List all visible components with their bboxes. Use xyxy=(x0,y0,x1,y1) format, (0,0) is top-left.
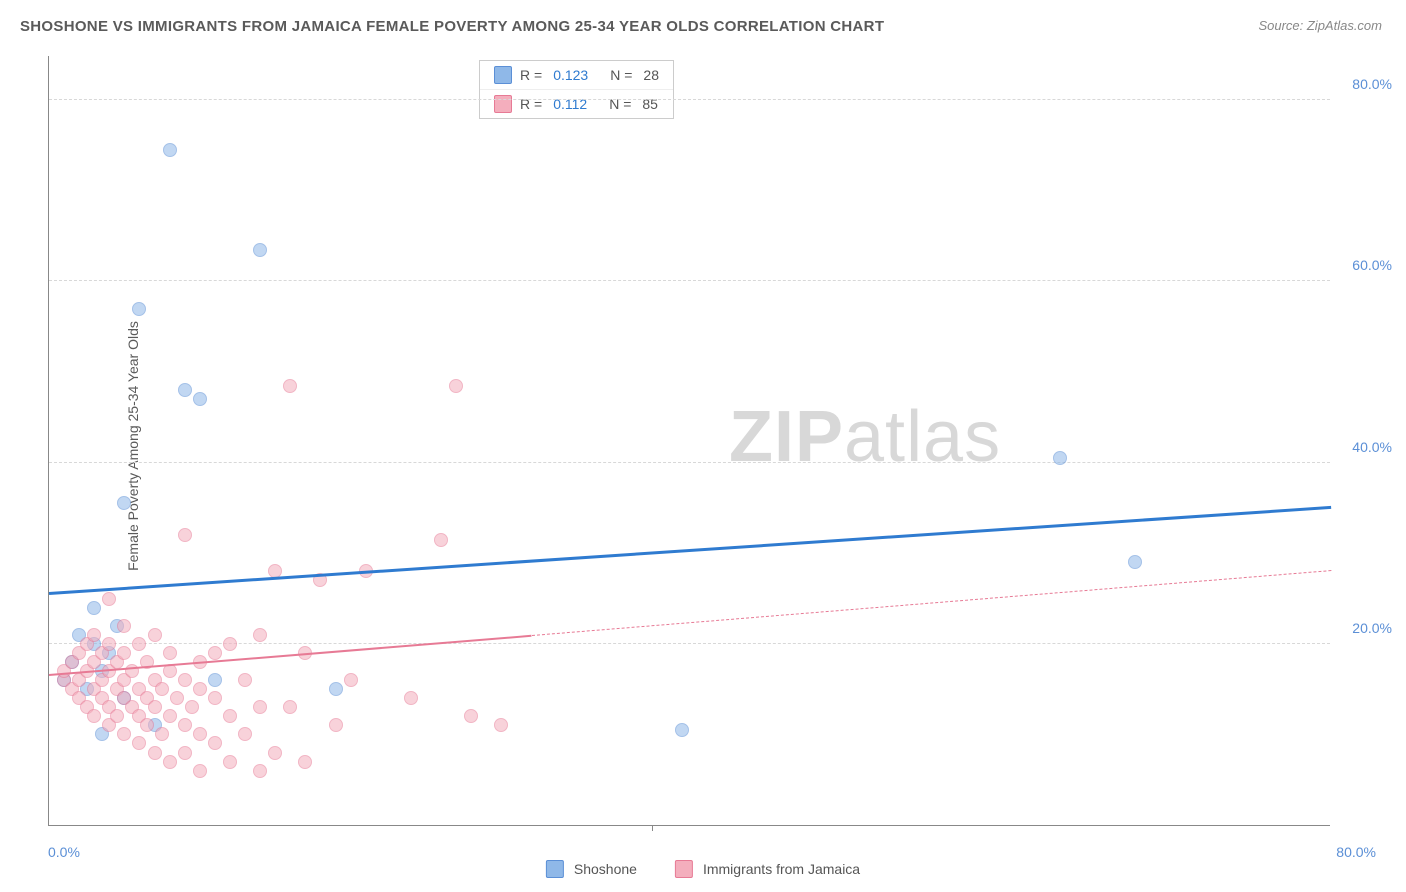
data-point xyxy=(283,700,297,714)
chart-title: SHOSHONE VS IMMIGRANTS FROM JAMAICA FEMA… xyxy=(20,18,884,35)
data-point xyxy=(163,755,177,769)
data-point xyxy=(178,383,192,397)
source-label: Source: ZipAtlas.com xyxy=(1258,18,1382,33)
data-point xyxy=(117,646,131,660)
data-point xyxy=(434,533,448,547)
data-point xyxy=(223,637,237,651)
data-point xyxy=(238,727,252,741)
grid-line xyxy=(49,462,1330,463)
data-point xyxy=(223,755,237,769)
data-point xyxy=(193,764,207,778)
swatch-shoshone xyxy=(494,66,512,84)
data-point xyxy=(208,673,222,687)
data-point xyxy=(253,628,267,642)
data-point xyxy=(132,736,146,750)
data-point xyxy=(344,673,358,687)
data-point xyxy=(163,143,177,157)
x-tick-0: 0.0% xyxy=(48,844,80,860)
data-point xyxy=(449,379,463,393)
data-point xyxy=(193,727,207,741)
watermark-rest: atlas xyxy=(844,397,1001,477)
data-point xyxy=(253,764,267,778)
data-point xyxy=(87,709,101,723)
data-point xyxy=(238,673,252,687)
data-point xyxy=(208,646,222,660)
data-point xyxy=(102,592,116,606)
data-point xyxy=(148,628,162,642)
data-point xyxy=(675,723,689,737)
data-point xyxy=(253,243,267,257)
legend-row-shoshone: R = 0.123 N = 28 xyxy=(480,61,673,89)
data-point xyxy=(87,628,101,642)
data-point xyxy=(178,718,192,732)
data-point xyxy=(132,302,146,316)
data-point xyxy=(1128,555,1142,569)
data-point xyxy=(404,691,418,705)
data-point xyxy=(155,727,169,741)
bottom-legend: Shoshone Immigrants from Jamaica xyxy=(546,860,860,878)
data-point xyxy=(193,392,207,406)
x-tick-80: 80.0% xyxy=(1336,844,1376,860)
data-point xyxy=(208,736,222,750)
data-point xyxy=(185,700,199,714)
data-point xyxy=(178,746,192,760)
data-point xyxy=(193,682,207,696)
data-point xyxy=(148,700,162,714)
grid-line xyxy=(49,280,1330,281)
data-point xyxy=(223,709,237,723)
r-value-shoshone: 0.123 xyxy=(553,67,588,83)
data-point xyxy=(464,709,478,723)
data-point xyxy=(329,718,343,732)
grid-line xyxy=(49,99,1330,100)
trend-line-dashed xyxy=(532,570,1331,636)
y-tick-label: 40.0% xyxy=(1352,439,1392,455)
data-point xyxy=(494,718,508,732)
data-point xyxy=(170,691,184,705)
data-point xyxy=(208,691,222,705)
watermark: ZIPatlas xyxy=(729,396,1001,478)
watermark-zip: ZIP xyxy=(729,397,844,477)
data-point xyxy=(268,746,282,760)
grid-line xyxy=(49,643,1330,644)
bottom-swatch-jamaica xyxy=(675,860,693,878)
n-label: N = xyxy=(610,67,632,83)
correlation-legend: R = 0.123 N = 28 R = 0.112 N = 85 xyxy=(479,60,674,119)
r-label: R = xyxy=(520,67,542,83)
data-point xyxy=(329,682,343,696)
data-point xyxy=(253,700,267,714)
y-tick-label: 80.0% xyxy=(1352,76,1392,92)
source-prefix: Source: xyxy=(1258,18,1306,33)
data-point xyxy=(178,673,192,687)
data-point xyxy=(102,637,116,651)
data-point xyxy=(298,755,312,769)
plot-area: ZIPatlas R = 0.123 N = 28 R = 0.112 N = … xyxy=(48,56,1330,826)
data-point xyxy=(87,601,101,615)
data-point xyxy=(1053,451,1067,465)
data-point xyxy=(117,619,131,633)
data-point xyxy=(155,682,169,696)
data-point xyxy=(163,709,177,723)
swatch-jamaica xyxy=(494,95,512,113)
data-point xyxy=(163,646,177,660)
n-value-shoshone: 28 xyxy=(643,67,659,83)
data-point xyxy=(283,379,297,393)
y-tick-label: 20.0% xyxy=(1352,620,1392,636)
data-point xyxy=(117,727,131,741)
data-point xyxy=(110,709,124,723)
data-point xyxy=(178,528,192,542)
data-point xyxy=(117,496,131,510)
legend-row-jamaica: R = 0.112 N = 85 xyxy=(480,89,673,118)
source-name: ZipAtlas.com xyxy=(1307,18,1382,33)
data-point xyxy=(140,718,154,732)
y-tick-label: 60.0% xyxy=(1352,257,1392,273)
data-point xyxy=(148,746,162,760)
bottom-swatch-shoshone xyxy=(546,860,564,878)
x-tick xyxy=(652,825,653,831)
bottom-legend-shoshone: Shoshone xyxy=(574,861,637,877)
trend-line xyxy=(49,505,1331,594)
data-point xyxy=(132,637,146,651)
bottom-legend-jamaica: Immigrants from Jamaica xyxy=(703,861,860,877)
